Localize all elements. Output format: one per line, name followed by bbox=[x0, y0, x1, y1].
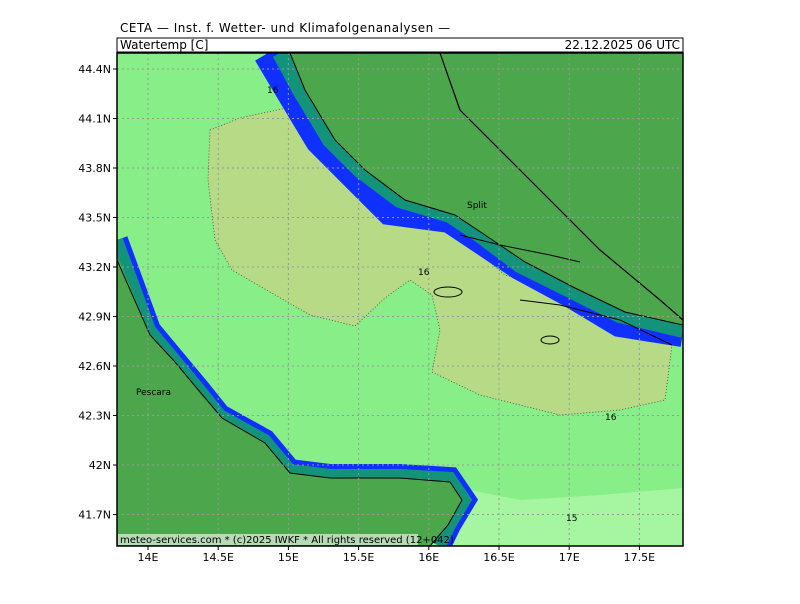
header: CETA — Inst. f. Wetter- und Klimafolgena… bbox=[120, 21, 451, 35]
lat-label: 42.9N bbox=[78, 311, 111, 324]
lon-label: 14.5E bbox=[202, 551, 233, 564]
contour-label: 15 bbox=[566, 514, 577, 524]
contour-label: 16 bbox=[418, 268, 430, 278]
lon-label: 17E bbox=[559, 551, 580, 564]
axis-labels: 44.4N 44.1N 43.8N 43.5N 43.2N 42.9N 42.6N 42.3N… bbox=[78, 63, 655, 564]
lon-label: 17.5E bbox=[624, 551, 655, 564]
footer-bg bbox=[118, 534, 418, 545]
lat-label: 43.2N bbox=[78, 261, 111, 274]
grid bbox=[117, 53, 683, 546]
lat-label: 42.6N bbox=[78, 360, 111, 373]
place-label: Split bbox=[467, 201, 487, 211]
lat-label: 42N bbox=[89, 459, 111, 472]
lon-label: 15E bbox=[278, 551, 299, 564]
title-bar bbox=[116, 37, 684, 53]
map-frame bbox=[116, 52, 684, 547]
lat-label: 43.5N bbox=[78, 212, 111, 225]
lat-label: 41.7N bbox=[78, 509, 111, 522]
coast-band bbox=[272, 53, 683, 338]
footer: meteo-services.com * (c)2025 IWKF * All … bbox=[120, 535, 454, 546]
contour-label: 16 bbox=[267, 86, 279, 96]
contour-label: 16 bbox=[605, 413, 617, 423]
lat-label: 43.8N bbox=[78, 162, 111, 175]
place-label: Pescara bbox=[136, 388, 171, 398]
lat-label: 44.4N bbox=[78, 63, 111, 76]
lon-label: 16.5E bbox=[483, 551, 514, 564]
lon-label: 16E bbox=[418, 551, 439, 564]
map bbox=[117, 53, 683, 546]
lon-label: 14E bbox=[138, 551, 159, 564]
coast-band bbox=[117, 237, 473, 546]
cool-area bbox=[450, 488, 683, 546]
land bbox=[290, 53, 683, 325]
valid-time: 22.12.2025 06 UTC bbox=[565, 38, 680, 52]
lon-label: 15.5E bbox=[343, 551, 374, 564]
lat-label: 42.3N bbox=[78, 410, 111, 423]
map-title: Watertemp [C] bbox=[120, 38, 208, 52]
land bbox=[117, 255, 462, 546]
lat-label: 44.1N bbox=[78, 113, 111, 126]
coastline bbox=[117, 53, 683, 546]
